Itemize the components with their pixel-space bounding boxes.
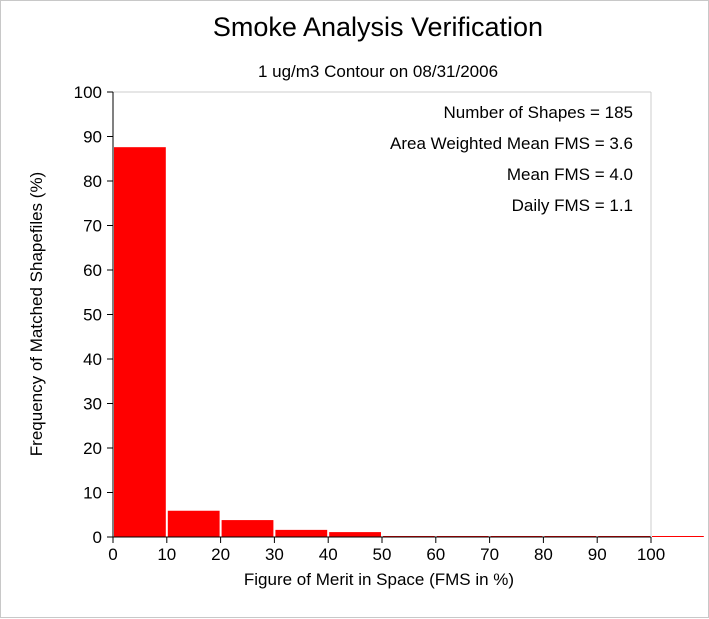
x-tick-label: 50 bbox=[373, 545, 392, 564]
x-tick-label: 60 bbox=[426, 545, 445, 564]
y-tick-label: 100 bbox=[74, 83, 102, 102]
x-tick-label: 40 bbox=[319, 545, 338, 564]
histogram-bar bbox=[275, 529, 328, 537]
y-tick-label: 90 bbox=[83, 128, 102, 147]
chart-title: Smoke Analysis Verification bbox=[213, 12, 543, 42]
x-tick-label: 20 bbox=[211, 545, 230, 564]
stats-annotation: Mean FMS = 4.0 bbox=[507, 165, 633, 184]
y-tick-label: 10 bbox=[83, 484, 102, 503]
plot-area: 0 10 20 30 40 50 60 70 80 90 100 0 10 20 30 40 50 60 70 80 9… bbox=[74, 83, 704, 564]
y-tick-label: 70 bbox=[83, 217, 102, 236]
y-tick-label: 20 bbox=[83, 439, 102, 458]
x-tick-label: 90 bbox=[588, 545, 607, 564]
stats-annotation: Area Weighted Mean FMS = 3.6 bbox=[390, 134, 633, 153]
stats-annotation: Number of Shapes = 185 bbox=[444, 103, 633, 122]
x-axis-label: Figure of Merit in Space (FMS in %) bbox=[244, 570, 514, 589]
histogram-bar bbox=[114, 147, 166, 537]
x-tick-label: 10 bbox=[157, 545, 176, 564]
x-tick-label: 100 bbox=[637, 545, 665, 564]
histogram-bar bbox=[167, 510, 220, 537]
y-tick-label: 40 bbox=[83, 350, 102, 369]
histogram-bar bbox=[329, 532, 381, 537]
y-tick-label: 50 bbox=[83, 306, 102, 325]
histogram-bar bbox=[652, 536, 704, 537]
x-tick-label: 30 bbox=[265, 545, 284, 564]
stats-annotation: Daily FMS = 1.1 bbox=[512, 196, 633, 215]
x-tick-label: 70 bbox=[480, 545, 499, 564]
chart-subtitle: 1 ug/m3 Contour on 08/31/2006 bbox=[258, 62, 498, 81]
x-tick-label: 0 bbox=[108, 545, 117, 564]
y-tick-label: 0 bbox=[93, 528, 102, 547]
histogram-bar bbox=[221, 520, 274, 537]
y-tick-label: 60 bbox=[83, 261, 102, 280]
x-tick-label: 80 bbox=[534, 545, 553, 564]
y-tick-label: 80 bbox=[83, 172, 102, 191]
y-tick-label: 30 bbox=[83, 395, 102, 414]
y-axis-label: Frequency of Matched Shapefiles (%) bbox=[27, 172, 46, 456]
